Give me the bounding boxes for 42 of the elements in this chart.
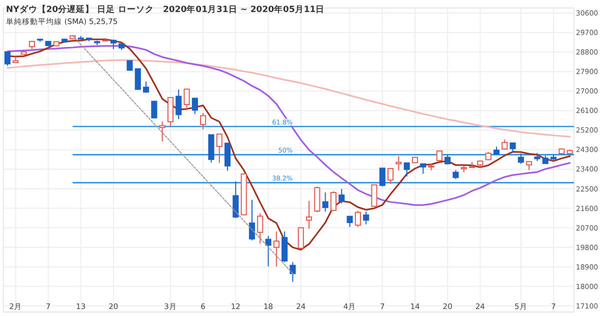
candlestick	[151, 100, 158, 119]
candlestick	[502, 138, 508, 150]
candlestick	[126, 60, 133, 71]
candlestick	[248, 199, 255, 241]
candlestick	[306, 200, 312, 230]
candlestick	[290, 262, 296, 282]
candlestick	[192, 98, 198, 115]
candlestick	[518, 153, 524, 164]
candlestick	[338, 188, 345, 204]
candlestick	[330, 190, 336, 211]
candlestick	[184, 88, 190, 110]
candlestick	[200, 112, 206, 130]
candlestick	[346, 216, 353, 228]
candlestick	[322, 192, 328, 212]
candlestick	[143, 81, 150, 94]
chart-title: NYダウ【20分遅延】 日足 ローソク 2020年01月31日 ~ 2020年05月11日	[6, 4, 325, 15]
candlestick	[265, 235, 272, 267]
candlestick	[4, 51, 10, 66]
candlestick	[314, 186, 320, 213]
candlestick	[224, 142, 231, 172]
candlestick	[110, 39, 116, 50]
line-series	[6, 45, 571, 206]
candlestick	[354, 210, 361, 228]
candlestick	[159, 120, 166, 142]
candlestick	[371, 184, 378, 207]
candlestick	[404, 162, 410, 177]
candlestick	[379, 168, 386, 188]
candlestick	[298, 227, 304, 250]
candlestick	[420, 163, 426, 174]
candlestick	[282, 230, 288, 263]
candlestick	[176, 88, 182, 120]
candlestick	[396, 155, 402, 171]
line-series	[6, 59, 571, 138]
candlestick	[134, 68, 141, 90]
candlestick	[232, 180, 239, 219]
candlestick	[257, 212, 264, 244]
candlestick	[388, 168, 394, 184]
candlestick	[216, 134, 222, 164]
candlestick	[452, 170, 459, 180]
candlestick	[444, 154, 451, 165]
candlestick	[273, 230, 280, 267]
candlestick	[363, 211, 370, 225]
